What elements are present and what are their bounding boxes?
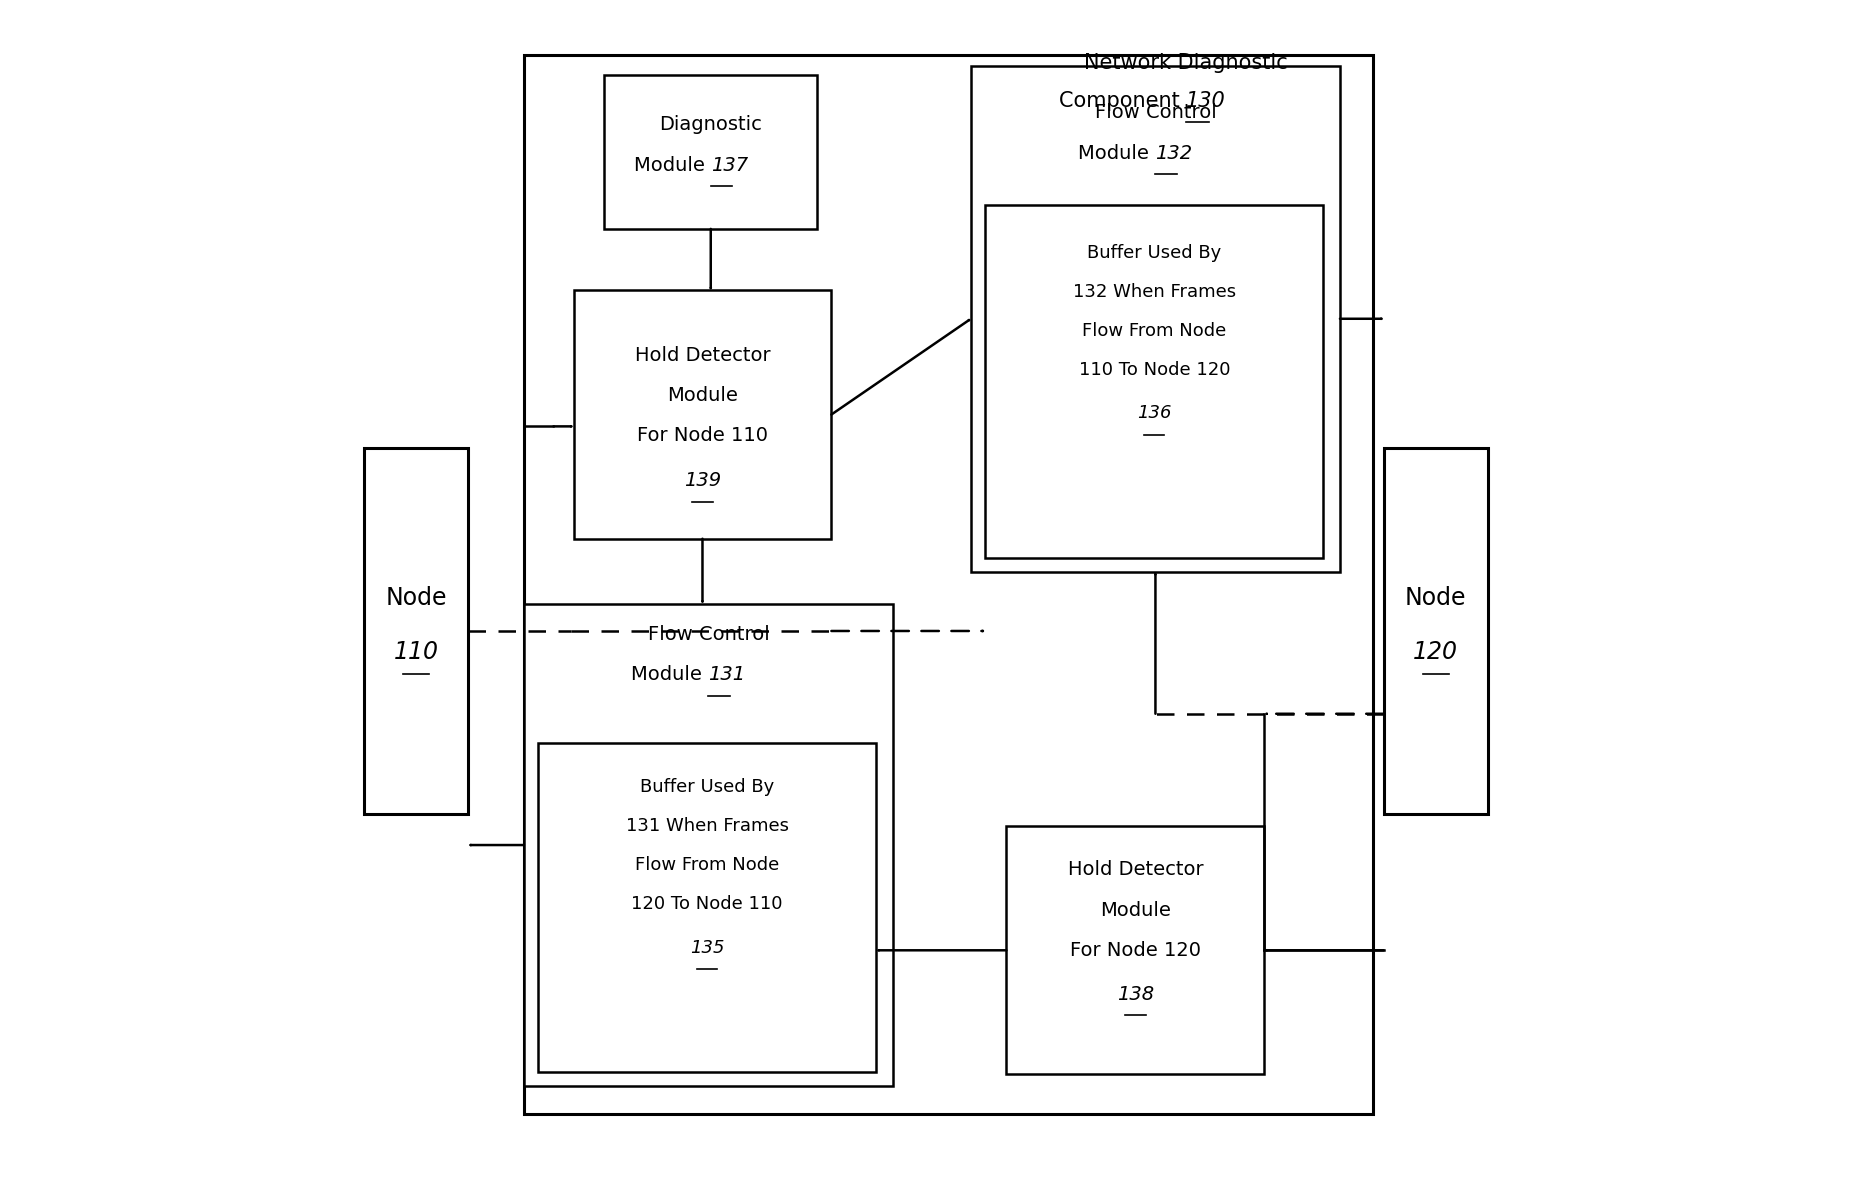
Bar xyxy=(1006,827,1265,1074)
Text: 120: 120 xyxy=(1413,641,1458,665)
Text: 110 To Node 120: 110 To Node 120 xyxy=(1078,361,1230,379)
Bar xyxy=(970,66,1341,572)
Text: 138: 138 xyxy=(1117,985,1154,1004)
Text: Diagnostic: Diagnostic xyxy=(659,116,763,135)
Text: Node: Node xyxy=(385,586,446,610)
Text: 135: 135 xyxy=(691,939,724,956)
Bar xyxy=(539,743,876,1072)
Text: Buffer Used By: Buffer Used By xyxy=(1087,243,1220,262)
Text: Hold Detector: Hold Detector xyxy=(635,345,770,364)
Text: 110: 110 xyxy=(394,641,439,665)
Bar xyxy=(574,291,832,538)
Text: Module: Module xyxy=(1100,900,1170,919)
Text: Hold Detector: Hold Detector xyxy=(1067,860,1204,879)
Text: Buffer Used By: Buffer Used By xyxy=(641,778,774,796)
Text: 139: 139 xyxy=(683,472,720,491)
Bar xyxy=(985,205,1324,557)
Bar xyxy=(524,55,1372,1114)
Text: For Node 120: For Node 120 xyxy=(1070,941,1200,960)
Text: Module: Module xyxy=(667,386,737,405)
Bar xyxy=(524,604,893,1086)
Text: Component: Component xyxy=(1059,92,1185,111)
Text: Flow Control: Flow Control xyxy=(648,625,769,644)
Text: 136: 136 xyxy=(1137,405,1172,423)
Text: Network Diagnostic: Network Diagnostic xyxy=(1083,54,1287,74)
Text: 120 To Node 110: 120 To Node 110 xyxy=(632,896,783,913)
Text: Flow From Node: Flow From Node xyxy=(1082,322,1226,339)
Bar xyxy=(604,75,817,229)
Text: Flow From Node: Flow From Node xyxy=(635,856,780,874)
FancyArrowPatch shape xyxy=(832,320,969,414)
Text: Node: Node xyxy=(1406,586,1467,610)
Text: Module: Module xyxy=(632,666,707,685)
Text: 131: 131 xyxy=(707,666,746,685)
Text: 132: 132 xyxy=(1156,144,1193,163)
Bar xyxy=(1383,448,1487,815)
Text: 131 When Frames: 131 When Frames xyxy=(626,817,789,835)
Text: 132 When Frames: 132 When Frames xyxy=(1072,282,1235,300)
Bar xyxy=(365,448,469,815)
Text: Module: Module xyxy=(1078,144,1156,163)
Text: For Node 110: For Node 110 xyxy=(637,426,769,445)
Text: 137: 137 xyxy=(711,156,748,175)
Text: Flow Control: Flow Control xyxy=(1095,104,1217,123)
Text: Module: Module xyxy=(633,156,711,175)
Text: 130: 130 xyxy=(1185,92,1226,111)
